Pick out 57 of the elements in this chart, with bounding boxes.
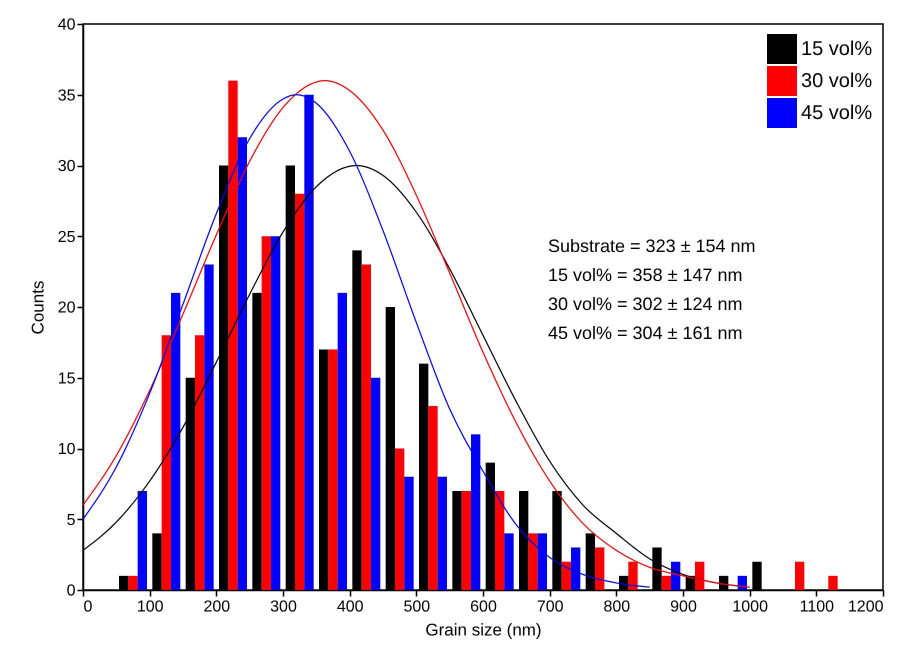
x-tick-label: 900: [670, 598, 697, 616]
bar: [271, 236, 280, 590]
bar: [828, 576, 838, 590]
bar: [528, 533, 538, 590]
x-tick-label: 800: [603, 598, 630, 616]
x-tick-label: 600: [470, 598, 497, 616]
bar: [395, 448, 404, 590]
y-tick-label: 30: [58, 158, 76, 175]
x-tick-label: 1100: [800, 598, 834, 616]
y-axis-title: Counts: [28, 280, 48, 334]
bar: [295, 194, 304, 590]
bar: [262, 236, 271, 590]
y-tick-label: 0: [66, 582, 76, 600]
x-tick-label: 500: [403, 598, 430, 616]
x-tick-label: 1200: [848, 598, 884, 616]
x-tick-label: 0: [84, 598, 92, 616]
bar: [562, 562, 571, 590]
x-tick-label: 300: [270, 598, 297, 616]
bar: [795, 562, 804, 590]
annotation: 45 vol% = 304 ± 161 nm: [548, 323, 743, 343]
y-tick-label: 15: [58, 370, 76, 388]
bar: [138, 490, 147, 590]
y-tick-label: 10: [58, 441, 76, 458]
annotation: 15 vol% = 358 ± 147 nm: [548, 265, 743, 285]
x-axis-title: Grain size (nm): [425, 620, 542, 640]
bar: [204, 264, 214, 590]
legend-label: 45 vol%: [801, 102, 872, 124]
bar: [195, 335, 204, 590]
bar: [462, 490, 471, 590]
bar: [428, 406, 438, 590]
bar: [371, 378, 380, 590]
y-tick-label: 5: [66, 512, 76, 529]
bar: [438, 476, 447, 590]
bar: [738, 576, 747, 590]
bar: [362, 264, 371, 590]
y-tick-label: 25: [58, 228, 76, 246]
bar: [662, 576, 671, 590]
x-tick-label: 1000: [732, 598, 768, 616]
y-tick-label: 20: [58, 300, 76, 316]
bar: [404, 476, 414, 590]
bar: [671, 562, 680, 590]
x-tick-label: 200: [203, 598, 230, 616]
x-tick-label: 100: [136, 598, 164, 616]
annotation: Substrate = 323 ± 154 nm: [548, 236, 756, 256]
bar: [595, 548, 604, 590]
bar: [504, 533, 514, 590]
legend-label: 15 vol%: [801, 38, 872, 60]
legend-label: 30 vol%: [801, 70, 872, 92]
y-tick-label: 40: [58, 16, 76, 34]
bar: [338, 292, 347, 590]
x-tick-label: 400: [336, 598, 364, 616]
bar: [128, 576, 138, 590]
y-tick-label: 35: [58, 87, 76, 104]
bar: [495, 490, 504, 590]
bar: [328, 349, 338, 590]
annotation: 30 vol% = 302 ± 124 nm: [548, 294, 743, 314]
x-tick-label: 700: [536, 598, 564, 616]
